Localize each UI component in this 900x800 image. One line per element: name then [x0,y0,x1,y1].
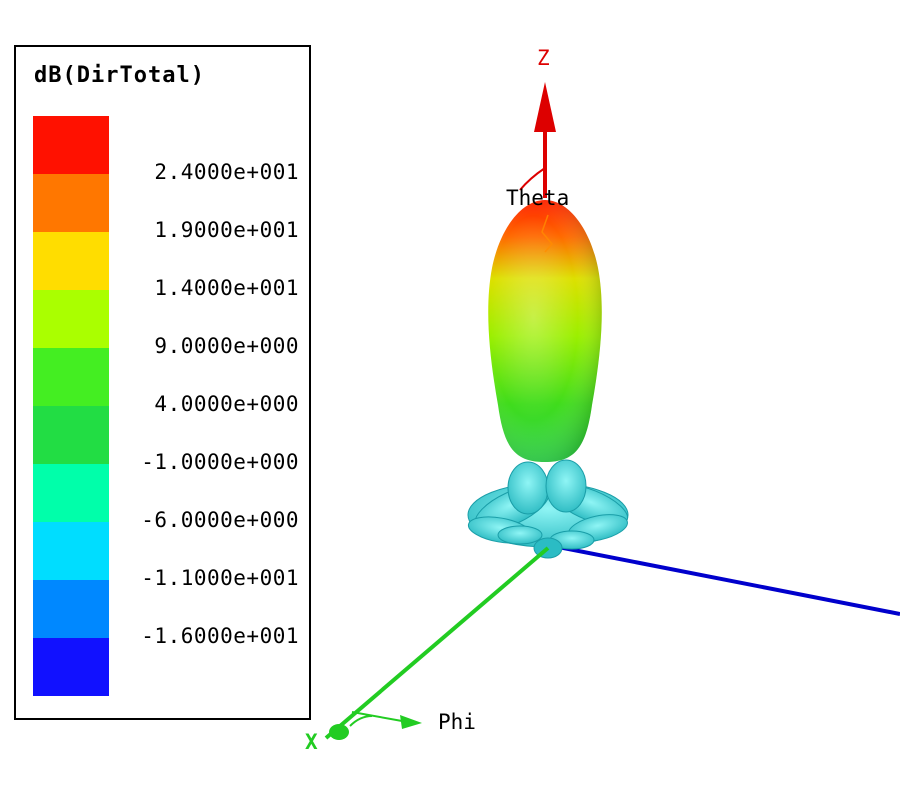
legend-color-scale [33,116,109,696]
legend-value: -1.1000e+001 [141,566,299,590]
x-axis-marker [329,724,349,740]
legend-swatch [33,116,109,174]
theta-label: Theta [506,186,570,210]
legend-swatch [33,290,109,348]
phi-arrow-line [351,711,403,722]
legend-value: -1.6000e+001 [141,624,299,648]
legend-value: 2.4000e+001 [154,160,299,184]
x-axis-line [324,546,550,740]
legend-value: -1.0000e+000 [141,450,299,474]
legend-swatch [33,638,109,696]
z-axis-arrowhead [534,82,556,132]
legend-value: 1.4000e+001 [154,276,299,300]
theta-arc [519,167,546,191]
legend-swatch [33,464,109,522]
phi-label: Phi [438,710,476,734]
y-axis-line [547,543,900,616]
phi-arc [349,715,373,727]
legend-swatch [33,232,109,290]
legend-value: 9.0000e+000 [154,334,299,358]
phi-arrowhead [400,715,422,729]
legend-title: dB(DirTotal) [34,63,205,88]
side-lobes [467,459,629,559]
x-axis-label: X [305,730,318,754]
legend-swatch [33,174,109,232]
legend-swatch [33,522,109,580]
legend-swatch [33,580,109,638]
z-axis-label: Z [537,46,550,70]
legend-value: 1.9000e+001 [154,218,299,242]
legend-swatch [33,406,109,464]
legend-panel: dB(DirTotal) 2.4000e+001 1.9000e+001 1.400… [14,45,311,720]
legend-value: 4.0000e+000 [154,392,299,416]
legend-value: -6.0000e+000 [141,508,299,532]
legend-swatch [33,348,109,406]
